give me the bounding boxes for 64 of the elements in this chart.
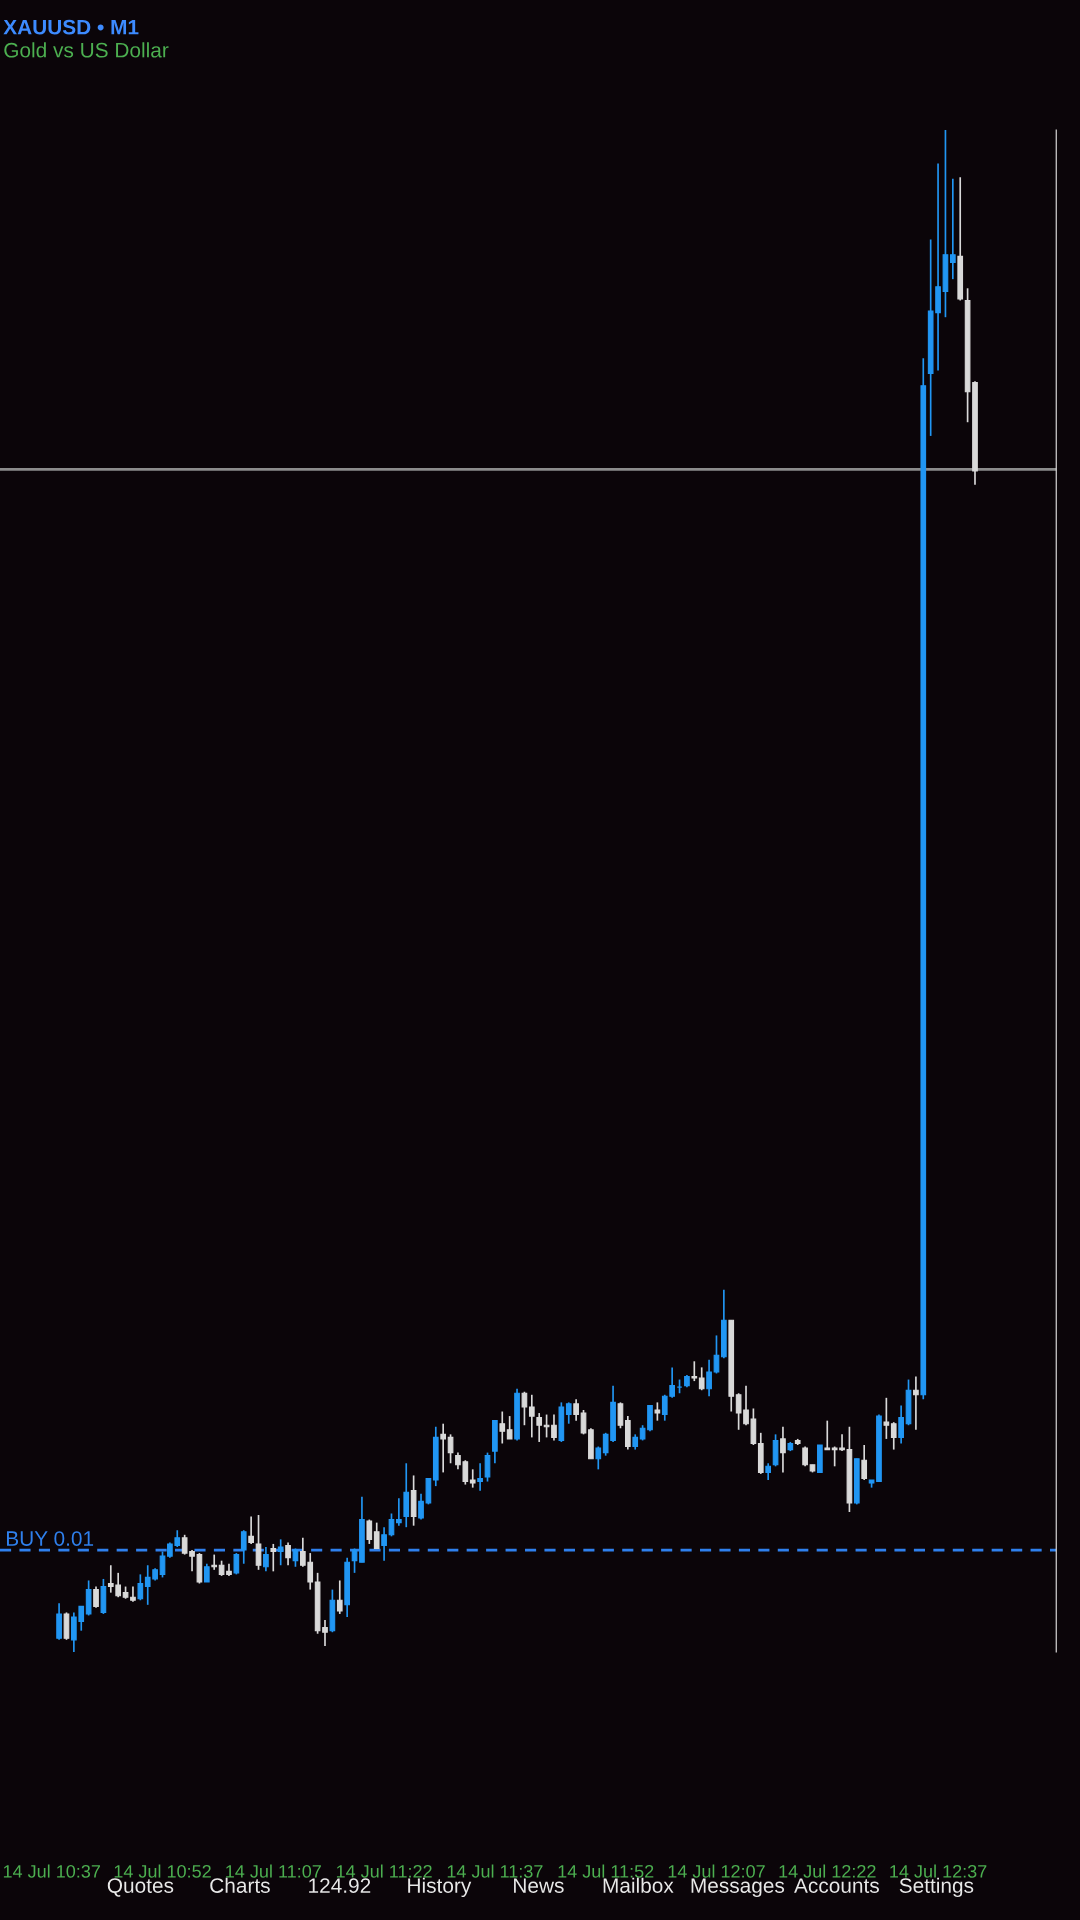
candlestick [263,1546,269,1573]
candlestick [528,1393,535,1439]
x-tick-label: 14 Jul 11:07 [226,1864,321,1878]
candlestick [536,1412,543,1443]
candlestick [521,1390,528,1427]
ref-line-label: BUY 0.01 [6,1531,94,1546]
text: News [514,1878,564,1893]
text: Settings [899,1877,974,1898]
x-tick-label: 14 Jul 12:07 [668,1864,765,1878]
candlestick [883,1396,890,1440]
candlestick [373,1521,380,1550]
x-tick-label: 14 Jul 10:37 [3,1864,100,1878]
candlestick [93,1585,99,1609]
candlestick [713,1334,720,1375]
candlestick [285,1541,291,1567]
candlestick [159,1550,166,1579]
x-tick-label: 14 Jul 11:52 [558,1864,654,1878]
candlestick [861,1444,868,1481]
text: Mailbox [603,1877,674,1893]
text: History [408,1877,472,1898]
candlestick [506,1415,513,1440]
x-tick-label: 14 Jul 11:22 [336,1864,432,1878]
candlestick [698,1366,705,1392]
text: Quotes [107,1878,174,1897]
candlestick [824,1419,831,1451]
candlestick [277,1538,284,1567]
candlestick [499,1410,506,1445]
text: Messages [691,1878,785,1898]
candlestick [573,1398,579,1422]
candlestick [898,1404,904,1445]
candlestick [248,1515,254,1545]
candlestick [949,177,956,280]
candlestick [366,1518,373,1545]
chart-subtitle: Gold vs US Dollar [4,42,169,58]
candlestick [240,1529,247,1565]
candlestick [617,1401,624,1430]
candlestick [137,1573,144,1602]
text: Accounts [794,1878,879,1893]
candlestick [484,1451,491,1483]
candlestick [203,1562,210,1583]
x-tick-label: 14 Jul 11:37 [447,1864,543,1878]
candlestick [780,1425,786,1474]
text: 124.92 [309,1878,371,1893]
candlestick [396,1497,402,1527]
candlestick [469,1468,476,1489]
candlestick [440,1422,447,1474]
candlestick [351,1547,358,1574]
text: Charts [210,1877,270,1893]
chart-title: XAUUSD • M1 [3,19,139,35]
candlestick [706,1358,712,1398]
candlestick [381,1526,387,1562]
candlestick [336,1579,343,1615]
candlestick [654,1401,661,1422]
candlestick [890,1421,897,1451]
candlestick [565,1401,572,1425]
x-tick-label: 14 Jul 12:37 [890,1864,987,1878]
candlestick [447,1433,454,1465]
x-tick-label: 14 Jul 10:52 [114,1864,211,1878]
x-tick-label: 14 Jul 12:22 [779,1864,876,1878]
candlestick [270,1543,277,1573]
candlestick [477,1462,483,1492]
candlestick [913,1375,919,1431]
candlestick [255,1514,262,1571]
candlestick [691,1360,698,1382]
